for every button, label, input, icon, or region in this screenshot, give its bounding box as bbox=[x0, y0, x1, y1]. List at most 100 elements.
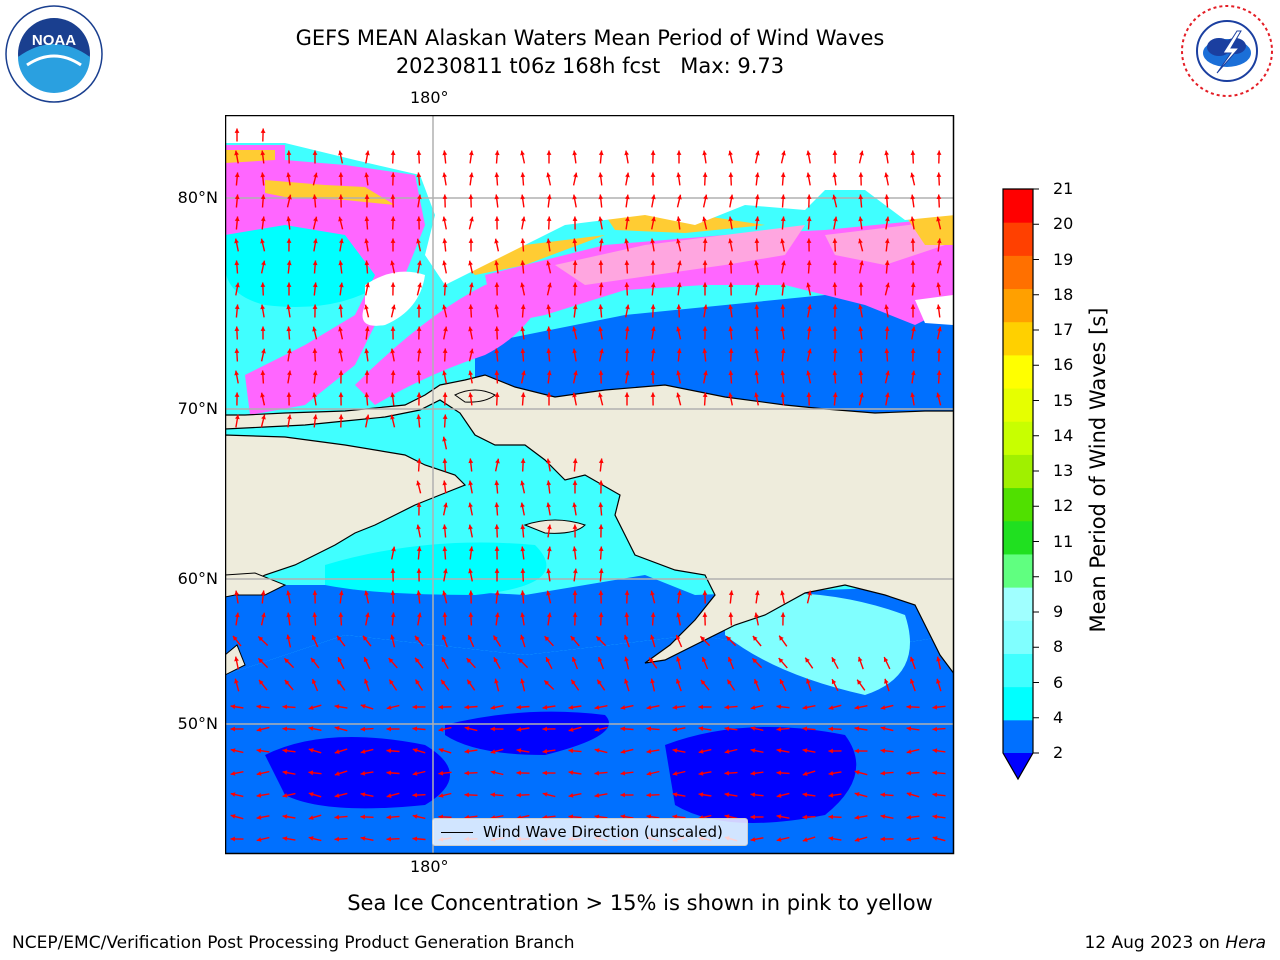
wind-wave-arrowhead bbox=[438, 770, 444, 776]
wind-wave-arrowhead bbox=[594, 727, 600, 732]
wind-wave-arrowhead bbox=[754, 326, 760, 332]
wind-wave-arrowhead bbox=[702, 590, 708, 595]
wind-wave-arrowhead bbox=[391, 546, 396, 552]
wind-wave-arrowhead bbox=[464, 792, 469, 798]
wind-wave-arrowhead bbox=[334, 771, 340, 776]
colorbar-tick-label: 9 bbox=[1053, 602, 1064, 621]
wind-wave-arrowhead bbox=[364, 590, 369, 596]
wind-wave-arrowhead bbox=[754, 348, 759, 354]
wind-wave-arrowhead bbox=[598, 612, 604, 617]
wind-wave-arrowhead bbox=[880, 770, 886, 776]
sea-ice-area bbox=[225, 145, 425, 415]
wind-wave-arrowhead bbox=[390, 370, 396, 375]
wind-wave-arrowhead bbox=[650, 282, 656, 288]
wind-wave-arrowhead bbox=[256, 837, 262, 842]
wind-wave-arrowhead bbox=[416, 590, 422, 596]
wind-wave-arrowhead bbox=[698, 792, 704, 797]
wind-wave-arrowhead bbox=[442, 172, 447, 178]
wind-wave-arrowhead bbox=[338, 348, 343, 354]
wind-wave-arrowhead bbox=[312, 414, 318, 420]
sea-ice-area bbox=[455, 235, 605, 275]
wind-wave-arrowhead bbox=[728, 216, 733, 222]
wind-wave-arrowhead bbox=[468, 172, 474, 178]
wind-wave-arrowhead bbox=[884, 194, 890, 200]
wind-wave-arrowhead bbox=[858, 656, 863, 662]
wind-wave-arrowhead bbox=[286, 238, 292, 243]
wind-wave-arrowhead bbox=[520, 546, 526, 552]
wind-wave-arrowhead bbox=[469, 216, 474, 222]
wind-wave-arrowhead bbox=[570, 636, 576, 641]
wind-wave-arrowhead bbox=[261, 348, 266, 354]
wind-wave-arrowhead bbox=[338, 194, 344, 199]
wind-wave-arrowhead bbox=[672, 814, 678, 820]
wind-wave-arrowhead bbox=[832, 172, 838, 178]
wind-wave-arrowhead bbox=[854, 792, 860, 797]
wind-wave-arrowhead bbox=[910, 150, 916, 155]
wind-wave-arrowhead bbox=[468, 635, 473, 640]
wind-wave-arrowhead bbox=[230, 726, 235, 732]
wind-wave-arrowhead bbox=[261, 612, 266, 618]
wind-wave-arrowhead bbox=[676, 370, 681, 376]
wind-wave-arrowhead bbox=[256, 748, 262, 754]
wind-wave-arrowhead bbox=[598, 392, 603, 398]
wind-wave-arrowhead bbox=[386, 836, 391, 842]
wind-wave-arrowhead bbox=[728, 172, 734, 177]
wind-wave-arrowhead bbox=[832, 194, 837, 200]
wind-wave-arrowhead bbox=[464, 704, 470, 710]
wind-wave-arrowhead bbox=[416, 502, 422, 507]
wind-wave-arrowhead bbox=[780, 590, 785, 596]
wind-wave-arrowhead bbox=[417, 282, 422, 288]
wind-wave-arrowhead bbox=[438, 793, 444, 798]
wind-wave-arrowhead bbox=[442, 612, 448, 617]
wind-wave-arrowhead bbox=[364, 370, 370, 375]
wind-wave-arrowhead bbox=[624, 194, 630, 200]
wind-wave-arrowhead bbox=[234, 150, 239, 156]
wind-wave-arrowhead bbox=[859, 392, 864, 398]
wind-wave-arrowhead bbox=[572, 326, 577, 332]
wind-wave-arrowhead bbox=[911, 326, 916, 332]
wind-wave-arrowhead bbox=[494, 348, 500, 354]
wind-wave-arrowhead bbox=[802, 837, 808, 842]
wind-wave-arrowhead bbox=[858, 348, 864, 354]
wind-wave-arrowhead bbox=[260, 590, 266, 596]
wind-wave-arrowhead bbox=[880, 792, 886, 798]
wind-wave-arrowhead bbox=[442, 370, 447, 376]
wind-wave-arrowhead bbox=[494, 326, 500, 331]
wind-wave-arrowhead bbox=[620, 705, 626, 710]
wind-wave-arrowhead bbox=[676, 304, 682, 309]
wind-wave-arrowhead bbox=[755, 150, 760, 156]
wind-wave-arrowhead bbox=[828, 836, 834, 841]
caption: Sea Ice Concentration > 15% is shown in … bbox=[347, 891, 933, 915]
wind-wave-arrowhead bbox=[831, 657, 837, 663]
wind-wave-arrowhead bbox=[389, 679, 394, 685]
footer-credit: NCEP/EMC/Verification Post Processing Pr… bbox=[12, 933, 575, 953]
wind-wave-arrowhead bbox=[780, 370, 786, 376]
wind-wave-arrowhead bbox=[390, 392, 396, 398]
wind-wave-arrowhead bbox=[884, 678, 889, 684]
wind-wave-arrowhead bbox=[646, 771, 652, 776]
wind-wave-arrowhead bbox=[230, 792, 236, 797]
wind-wave-arrowhead bbox=[676, 326, 681, 332]
wind-wave-arrowhead bbox=[521, 216, 526, 222]
st-lawrence-island bbox=[523, 519, 586, 534]
wind-wave-arrowhead bbox=[416, 392, 422, 397]
wind-wave-arrowhead bbox=[780, 282, 786, 288]
wind-wave-arrowhead bbox=[360, 792, 366, 797]
wind-wave-arrowhead bbox=[520, 590, 526, 596]
wind-wave-arrowhead bbox=[754, 260, 759, 266]
wind-wave-arrowhead bbox=[386, 726, 391, 732]
wind-wave-arrowhead bbox=[910, 194, 916, 200]
wind-wave-arrowhead bbox=[676, 678, 681, 684]
wind-wave-arrowhead bbox=[311, 635, 317, 641]
wind-wave-arrowhead bbox=[441, 679, 446, 685]
map-frame bbox=[225, 115, 955, 855]
wind-wave-arrowhead bbox=[728, 282, 734, 287]
wind-wave-arrowhead bbox=[256, 793, 262, 798]
wind-wave-arrowhead bbox=[286, 282, 292, 287]
wind-wave-arrowhead bbox=[676, 150, 682, 155]
wind-wave-arrowhead bbox=[598, 238, 604, 244]
wind-wave-arrowhead bbox=[386, 770, 392, 776]
wind-wave-arrowhead bbox=[910, 656, 915, 662]
wind-wave-arrowhead bbox=[364, 194, 370, 199]
wind-wave-arrowhead bbox=[854, 748, 859, 754]
